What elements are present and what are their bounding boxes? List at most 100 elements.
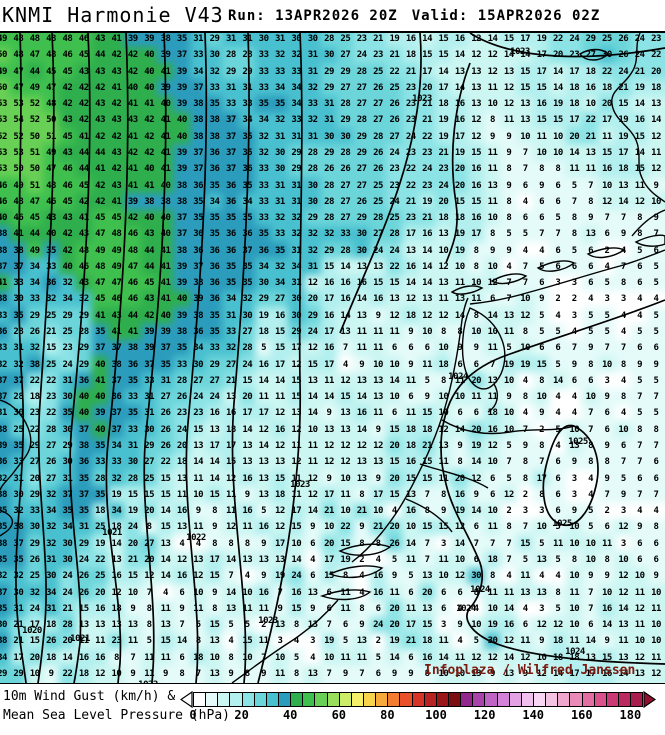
gust-color-cell [157,339,175,358]
gust-color-cell [402,356,420,374]
gust-value: 11 [144,652,155,663]
gust-value: 40 [176,131,187,142]
gust-color-cell [516,128,535,146]
gust-value: 21 [46,327,56,338]
gust-color-cell [353,46,371,65]
gust-color-cell [304,258,322,276]
gust-color-cell [26,46,44,65]
gust-color-cell [91,111,110,130]
gust-color-cell [206,242,224,260]
gust-value: 17 [324,359,334,370]
gust-value: 28 [340,147,351,158]
legend-color-cell [230,692,243,706]
gust-color-cell [549,128,567,146]
gust-value: 7 [326,620,332,631]
colorbar [180,690,657,708]
gust-value: 16 [242,473,253,484]
gust-value: 8 [490,115,495,126]
gust-color-cell [107,307,126,325]
gust-value: 23 [422,180,433,191]
gust-color-cell [124,177,142,195]
gust-value: 42 [144,115,155,126]
gust-value: 44 [144,261,155,272]
gust-value: 12 [471,50,482,61]
gust-value: 6 [473,554,479,565]
gust-value: 6 [555,489,561,500]
gust-value: 30 [307,196,318,207]
gust-color-cell [418,128,437,146]
gust-color-cell [565,46,584,65]
gust-color-cell [565,339,584,358]
gust-color-cell [614,177,633,195]
gust-value: 9 [539,180,544,191]
gust-value: 21 [225,375,236,386]
gust-color-cell [614,290,633,309]
gust-value: 38 [160,34,171,44]
gust-value: 7 [571,196,577,207]
gust-color-cell [206,323,224,342]
gust-color-cell [9,95,28,114]
gust-value: 36 [78,457,89,468]
gust-value: 12 [634,652,645,663]
gust-color-cell [451,177,469,195]
gust-value: 32 [242,294,253,305]
gust-value: 6 [490,294,495,305]
gust-value: 38 [209,115,220,126]
gust-color-cell [157,290,175,309]
gust-color-cell [614,33,633,48]
gust-value: 4 [522,245,528,256]
gust-value: 11 [569,164,580,175]
gust-value: 10 [471,620,482,631]
gust-value: 24 [62,587,73,598]
gust-color-cell [9,144,28,162]
gust-color-cell [173,209,191,228]
gust-color-cell [91,339,110,358]
gust-value: 7 [588,180,594,191]
legend-color-cell [606,692,619,706]
isobar-pressure-label: 1025 [568,437,588,447]
gust-value: 33 [340,229,351,240]
gust-color-cell [140,372,159,390]
gust-value: 11 [569,636,580,647]
gust-value: 33 [225,99,236,110]
gust-color-cell [598,144,616,162]
gust-value: 35 [13,310,24,321]
gust-color-cell [533,388,551,407]
gust-value: 32 [13,359,24,370]
gust-color-cell [549,144,567,162]
gust-value: 15 [405,473,416,484]
gust-value: 12 [275,441,285,451]
gust-value: 31 [275,196,285,207]
gust-value: 15 [291,603,302,614]
gust-value: 13 [160,538,171,549]
gust-color-cell [222,339,240,358]
gust-value: 13 [373,375,383,386]
gust-value: 20 [324,538,334,549]
gust-value: 14 [258,375,269,386]
gust-color-cell [75,128,93,146]
legend-title-line1: 10m Wind Gust (km/h) & [3,689,176,704]
gust-color-cell [255,372,273,390]
gust-value: 14 [454,50,465,61]
gust-value: 6 [440,587,446,598]
gust-color-cell [58,177,77,195]
gust-value: 14 [585,636,596,647]
gust-value: 15 [552,115,563,126]
gust-color-cell [304,193,322,211]
gust-value: 7 [604,343,610,354]
gust-value: 8 [588,457,594,468]
gust-color-cell [124,242,142,260]
gust-color-cell [484,258,502,276]
gust-value: 13 [340,327,351,338]
gust-value: 20 [95,587,106,598]
gust-color-cell [271,193,289,211]
gust-value: 10 [242,587,253,598]
gust-color-cell [336,160,355,179]
gust-value: 33 [111,457,122,468]
gust-value: 41 [78,131,89,142]
gust-value: 14 [356,424,367,435]
gust-color-cell [549,193,567,211]
gust-value: 11 [422,359,433,370]
gust-color-cell [304,372,322,390]
gust-value: 17 [520,34,531,44]
